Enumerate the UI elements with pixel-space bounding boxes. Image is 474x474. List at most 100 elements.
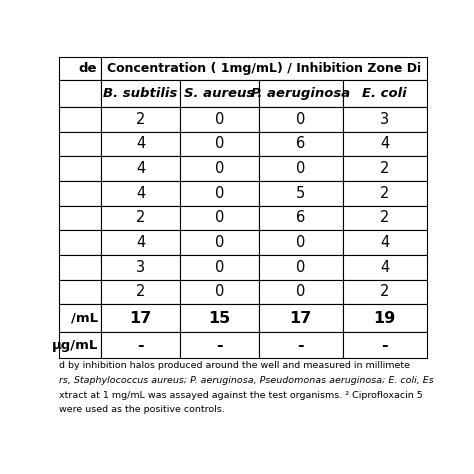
Text: 19: 19 (374, 311, 396, 326)
Bar (180, 332, 259, 358)
Bar (343, 304, 427, 332)
Text: 6: 6 (296, 137, 305, 151)
Text: 4: 4 (136, 161, 145, 176)
Bar (59, 80, 101, 107)
Bar (180, 181, 259, 206)
Bar (101, 230, 180, 255)
Bar (180, 80, 259, 107)
Bar (59, 181, 101, 206)
Text: 0: 0 (215, 210, 224, 225)
Text: 4: 4 (136, 137, 145, 151)
Bar (259, 132, 343, 156)
Text: 5: 5 (296, 186, 305, 201)
Text: B. subtilis: B. subtilis (103, 87, 178, 100)
Bar (59, 206, 101, 230)
Text: Concentration ( 1mg/mL) / Inhibition Zone Di: Concentration ( 1mg/mL) / Inhibition Zon… (107, 62, 421, 75)
Text: 2: 2 (136, 112, 146, 127)
Bar (343, 107, 427, 132)
Bar (59, 57, 101, 80)
Text: 6: 6 (296, 210, 305, 225)
Text: 0: 0 (215, 112, 224, 127)
Bar (343, 206, 427, 230)
Bar (259, 206, 343, 230)
Text: 2: 2 (136, 210, 146, 225)
Bar (343, 280, 427, 304)
Text: 2: 2 (380, 210, 390, 225)
Text: 0: 0 (296, 161, 305, 176)
Bar (59, 280, 101, 304)
Text: -: - (216, 337, 223, 353)
Text: xtract at 1 mg/mL was assayed against the test organisms. ² Ciprofloxacin 5: xtract at 1 mg/mL was assayed against th… (59, 391, 423, 400)
Text: 0: 0 (215, 235, 224, 250)
Bar (259, 332, 343, 358)
Bar (343, 80, 427, 107)
Text: 0: 0 (296, 112, 305, 127)
Bar (59, 230, 101, 255)
Bar (101, 132, 180, 156)
Text: 0: 0 (296, 284, 305, 300)
Text: were used as the positive controls.: were used as the positive controls. (59, 405, 225, 414)
Text: 2: 2 (380, 186, 390, 201)
Bar (101, 80, 180, 107)
Text: -: - (137, 337, 144, 353)
Text: 0: 0 (215, 284, 224, 300)
Bar (180, 304, 259, 332)
Text: 0: 0 (215, 186, 224, 201)
Bar (101, 280, 180, 304)
Bar (101, 304, 180, 332)
Bar (259, 181, 343, 206)
Bar (259, 304, 343, 332)
Bar (101, 206, 180, 230)
Text: 2: 2 (380, 284, 390, 300)
Bar (259, 230, 343, 255)
Bar (180, 280, 259, 304)
Bar (343, 181, 427, 206)
Bar (59, 332, 101, 358)
Bar (101, 107, 180, 132)
Text: 2: 2 (136, 284, 146, 300)
Bar (59, 156, 101, 181)
Text: 4: 4 (380, 137, 389, 151)
Bar (180, 132, 259, 156)
Text: de: de (79, 62, 97, 75)
Bar (59, 132, 101, 156)
Text: 17: 17 (290, 311, 312, 326)
Bar (259, 80, 343, 107)
Text: 3: 3 (380, 112, 389, 127)
Bar (101, 156, 180, 181)
Bar (59, 255, 101, 280)
Text: μg/mL: μg/mL (52, 338, 99, 352)
Text: 17: 17 (129, 311, 152, 326)
Bar (59, 107, 101, 132)
Bar (180, 255, 259, 280)
Bar (259, 107, 343, 132)
Bar (259, 156, 343, 181)
Bar (101, 57, 427, 80)
Bar (180, 107, 259, 132)
Text: -: - (382, 337, 388, 353)
Text: 0: 0 (215, 137, 224, 151)
Bar (343, 230, 427, 255)
Text: 4: 4 (136, 186, 145, 201)
Text: 4: 4 (380, 235, 389, 250)
Bar (180, 156, 259, 181)
Text: d by inhibition halos produced around the well and measured in millimete: d by inhibition halos produced around th… (59, 361, 410, 370)
Text: 0: 0 (296, 235, 305, 250)
Bar (180, 206, 259, 230)
Text: 3: 3 (136, 260, 145, 275)
Bar (343, 132, 427, 156)
Bar (101, 181, 180, 206)
Bar (343, 332, 427, 358)
Bar (180, 230, 259, 255)
Text: 0: 0 (215, 260, 224, 275)
Bar (101, 255, 180, 280)
Text: 4: 4 (380, 260, 389, 275)
Text: -: - (298, 337, 304, 353)
Text: 0: 0 (296, 260, 305, 275)
Text: /mL: /mL (72, 312, 99, 325)
Bar (259, 280, 343, 304)
Text: P. aeruginosa: P. aeruginosa (251, 87, 350, 100)
Text: S. aureus: S. aureus (184, 87, 255, 100)
Bar (343, 255, 427, 280)
Text: E. coli: E. coli (363, 87, 407, 100)
